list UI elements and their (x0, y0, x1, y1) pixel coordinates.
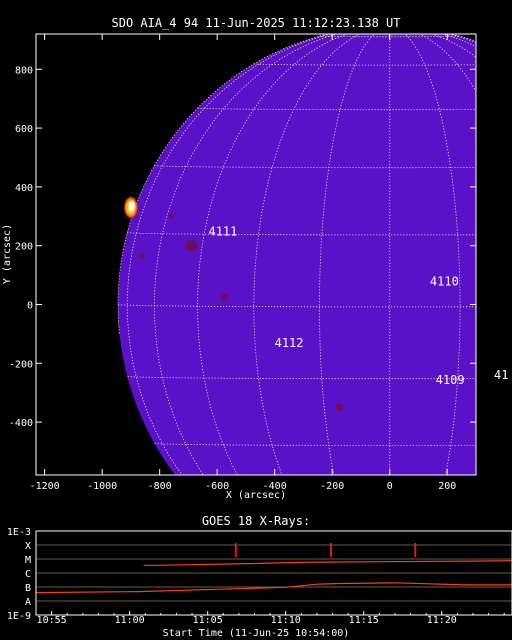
latitude-line (197, 107, 476, 111)
active-region-label: 4111 (208, 224, 237, 238)
goes-flux-series (35, 560, 512, 594)
active-region-labels: 4111 4110 4112 4109 (208, 224, 464, 386)
x-tick-label: -1200 (30, 481, 60, 492)
x-tick-label: 0 (387, 481, 393, 492)
x-tick-label: 200 (438, 481, 456, 492)
goes-x-tick-label: 11:10 (271, 615, 301, 626)
latitude-line (253, 63, 476, 66)
x-tick-label: -200 (320, 481, 344, 492)
y-tick-label: 400 (15, 183, 33, 194)
longitude-line (117, 34, 330, 334)
x-tick-label: -1000 (87, 481, 117, 492)
active-region-label-offscreen: 41 (494, 368, 508, 382)
aia-solar-image: SDO AIA_4 94 11-Jun-2025 11:12:23.138 UT… (2, 16, 512, 503)
goes-y-tick-label: 1E-9 (7, 611, 31, 622)
y-tick-label: -400 (9, 418, 33, 429)
dark-spot (185, 239, 198, 252)
y-axis-ticks: -400 -200 0 200 400 600 800 (9, 65, 476, 429)
dark-spots (139, 213, 344, 412)
active-region-label: 4109 (436, 373, 465, 387)
flare-brightening (123, 196, 138, 219)
longitude-line (418, 34, 476, 93)
goes-x-axis-label: Start Time (11-Jun-25 10:54:00) (163, 628, 350, 639)
plot-frame (35, 33, 477, 476)
latitude-line (127, 376, 476, 380)
goes-xray-plot: GOES 18 X-Rays: 10:55 11:00 11:05 11:10 11:1… (7, 514, 512, 639)
y-axis-label: Y (arcsec) (2, 224, 13, 284)
active-region-label: 4112 (275, 336, 304, 350)
dark-spot (168, 213, 174, 219)
goes-x-tick-label: 11:05 (193, 615, 223, 626)
latitude-line (319, 35, 461, 38)
heliographic-grid (117, 34, 512, 503)
goes-x-tick-label: 11:15 (349, 615, 379, 626)
y-tick-label: 200 (15, 242, 33, 253)
latitude-line (117, 304, 476, 308)
goes-x-tick-label: 11:20 (427, 615, 457, 626)
goes-level-lines (36, 544, 512, 602)
chart-title: SDO AIA_4 94 11-Jun-2025 11:12:23.138 UT (112, 16, 401, 30)
x-axis-label: X (arcsec) (226, 490, 286, 501)
y-tick-label: 800 (15, 65, 33, 76)
flare-core (128, 200, 135, 211)
x-tick-label: -600 (205, 481, 229, 492)
goes-x-tick-label: 10:55 (37, 615, 67, 626)
dark-spot (220, 293, 229, 302)
x-axis-ticks: -1200 -1000 -800 -600 -400 -200 0 200 (30, 34, 456, 492)
goes-y-tick-label: 1E-3 (7, 527, 31, 538)
goes-series-line-1 (143, 560, 512, 566)
goes-series-line-2 (35, 582, 512, 594)
active-region-label: 4110 (430, 274, 459, 288)
goes-y-tick-label: C (25, 569, 31, 580)
longitude-line (197, 34, 349, 475)
latitude-line (198, 501, 512, 503)
goes-y-tick-label: A (25, 597, 31, 608)
y-tick-label: 0 (27, 300, 33, 311)
dark-spot (139, 252, 146, 259)
goes-x-tick-label: 11:00 (115, 615, 145, 626)
longitude-line (449, 34, 476, 42)
latitude-line (154, 443, 476, 446)
goes-x-axis-ticks: 10:55 11:00 11:05 11:10 11:15 11:20 (35, 611, 505, 626)
goes-plot-frame (35, 530, 512, 616)
goes-flare-markers (234, 543, 417, 557)
goes-y-tick-label: B (25, 583, 31, 594)
longitude-line (253, 34, 361, 475)
x-tick-label: -400 (263, 481, 287, 492)
y-tick-label: 600 (15, 124, 33, 135)
solar-disk-body (118, 34, 476, 475)
goes-title: GOES 18 X-Rays: (202, 514, 310, 528)
dark-spot (335, 403, 344, 412)
goes-y-tick-label: M (25, 555, 31, 566)
longitude-line (126, 34, 333, 475)
goes-y-tick-label: X (25, 541, 31, 552)
x-tick-label: -800 (148, 481, 172, 492)
solar-disk (118, 34, 476, 475)
y-tick-label: -200 (9, 359, 33, 370)
